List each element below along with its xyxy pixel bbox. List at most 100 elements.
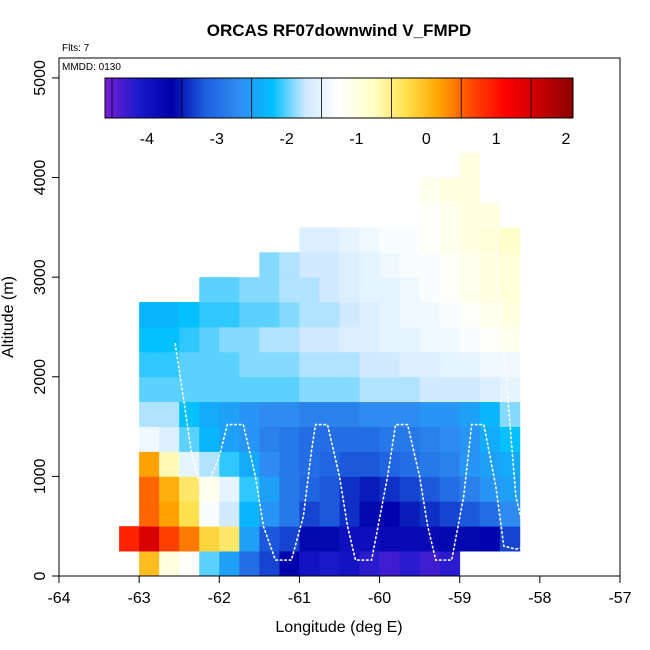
heatmap-cell [399,326,421,353]
heatmap-cell [139,302,160,328]
heatmap-cell [379,326,401,353]
x-tick-label: -64 [47,590,70,607]
heatmap-cell [459,476,481,502]
heatmap-cell [359,302,380,328]
heatmap-cell [119,526,140,552]
heatmap-cell [419,501,441,527]
heatmap-cell [299,401,320,427]
heatmap-cell [419,326,441,353]
heatmap-cell [419,551,441,577]
heatmap-cell [479,501,501,527]
heatmap-cell [219,426,240,452]
heatmap-cell [239,551,260,577]
heatmap-cell [419,177,441,203]
heatmap-cell [479,401,501,427]
date-note: MMDD: 0130 [62,62,121,73]
colorbar-tick-label: -3 [210,131,224,148]
heatmap-cell [379,526,401,552]
heatmap-cell [159,351,180,378]
heatmap-cell [179,351,200,378]
heatmap-cell [339,551,360,577]
heatmap-cell [299,302,320,328]
heatmap-cell [439,551,461,577]
heatmap-cell [319,426,340,452]
heatmap-cell [219,501,240,527]
heatmap-cell [159,426,180,452]
colorbar-tick-label: -1 [349,131,363,148]
heatmap-cell [219,451,240,477]
heatmap-cell [279,426,300,452]
heatmap-cell [139,551,160,577]
heatmap-cell [159,551,180,577]
heatmap-cell [279,302,300,328]
heatmap-cell [479,426,501,452]
heatmap-cell [319,302,340,328]
y-tick-label: 5000 [32,60,49,96]
heatmap-cell [299,426,320,452]
heatmap-cell [359,476,380,502]
heatmap-cell [419,476,441,502]
heatmap-cell [419,252,441,278]
heatmap-cell [359,501,380,527]
heatmap-cell [399,351,421,378]
heatmap-cell [319,277,340,303]
x-axis-label: Longitude (deg E) [275,619,402,636]
heatmap-cell [159,302,180,328]
heatmap-cell [479,451,501,477]
heatmap-cell [259,476,280,502]
heatmap-cell [379,501,401,527]
heatmap-cell [339,326,360,353]
x-tick-label: -60 [368,590,391,607]
heatmap-cell [399,426,421,452]
heatmap-cell [199,326,220,353]
heatmap-cell [319,451,340,477]
heatmap-cell [459,401,481,427]
heatmap-cell [459,326,481,353]
heatmap-cell [459,202,481,228]
heatmap-cell [419,376,441,403]
heatmap-cell [279,401,300,427]
heatmap-cell [399,501,421,527]
heatmap-cell [379,351,401,378]
heatmap-cell [499,326,521,353]
heatmap-cell [439,426,461,452]
heatmap-cell [279,326,300,353]
heatmap-cell [219,277,240,303]
heatmap-cell [239,302,260,328]
heatmap-cell [379,551,401,577]
heatmap-cell [499,252,521,278]
chart-title: ORCAS RF07downwind V_FMPD [207,21,471,40]
heatmap-cell [279,526,300,552]
heatmap-cell [219,326,240,353]
heatmap-cell [239,326,260,353]
heatmap-cell [279,376,300,403]
heatmap-cell [439,252,461,278]
heatmap-cell [479,302,501,328]
heatmap-cell [439,376,461,403]
heatmap-cell [319,551,340,577]
heatmap-cell [359,451,380,477]
heatmap-cell [499,302,521,328]
heatmap-cell [319,351,340,378]
heatmap-cell [219,351,240,378]
heatmap-cell [259,526,280,552]
heatmap-cell [479,326,501,353]
heatmap-cell [239,501,260,527]
heatmap-cell [419,426,441,452]
heatmap-cell [219,526,240,552]
heatmap-cell [339,451,360,477]
heatmap-cell [439,326,461,353]
colorbar: -4 -3 -2 -1 0 1 2 [104,77,574,148]
x-tick-label: -57 [608,590,631,607]
heatmap-cell [179,476,200,502]
x-tick-label: -62 [208,590,231,607]
heatmap-cell [359,426,380,452]
y-axis-label: Altitude (m) [0,276,17,358]
heatmap-cell [159,376,180,403]
heatmap-cell [459,376,481,403]
heatmap-cell [199,376,220,403]
heatmap-cell [259,551,280,577]
heatmap-cell [239,376,260,403]
heatmap-cell [439,351,461,378]
heatmap-cell [419,202,441,228]
